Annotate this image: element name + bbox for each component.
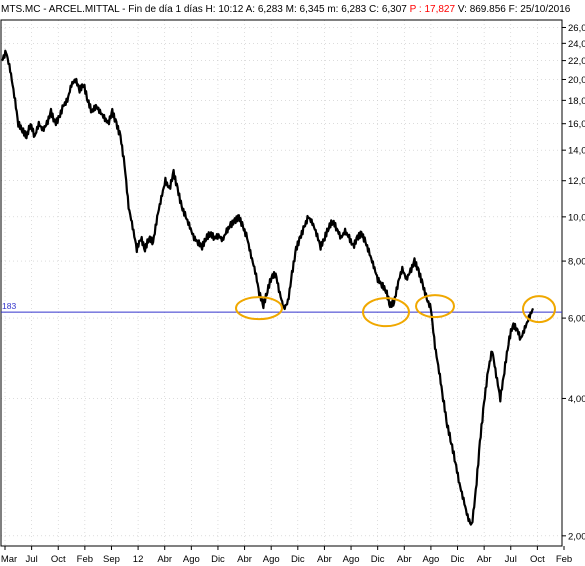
header-mm-label: m: xyxy=(325,4,342,15)
x-tick-label: Ago xyxy=(422,554,439,565)
header-sep2: - xyxy=(119,4,128,15)
y-tick-label: 12,00 xyxy=(568,176,585,187)
y-tick-label: 24,00 xyxy=(568,39,585,50)
x-tick-label: Dic xyxy=(211,554,225,565)
y-tick-label: 16,00 xyxy=(568,119,585,130)
header-f-value: 25/10/2016 xyxy=(520,4,570,15)
header-h-value: 10:12 xyxy=(218,4,243,15)
x-tick-label: 12 xyxy=(133,554,144,565)
x-tick-label: Sep xyxy=(103,554,120,565)
highlight-circle xyxy=(415,294,455,319)
x-tick-label: Feb xyxy=(77,554,93,565)
header-f-label: F: xyxy=(506,4,520,15)
highlight-circle xyxy=(235,296,283,321)
header-h-label: H: xyxy=(203,4,219,15)
x-tick-label: Dic xyxy=(451,554,465,565)
x-tick-label: Abr xyxy=(237,554,252,565)
header-name: ARCEL.MITTAL xyxy=(49,4,120,15)
header-p-value: 17,827 xyxy=(424,4,455,15)
x-tick-label: Dic xyxy=(371,554,385,565)
y-tick-label: 14,00 xyxy=(568,146,585,157)
header-m-label: M: xyxy=(283,4,300,15)
x-tick-label: Ago xyxy=(343,554,360,565)
y-axis: 26,00 24,00 22,00 20,00 18,00 16,00 14,00 12,00… xyxy=(562,23,585,542)
header-symbol: MTS.MC xyxy=(1,4,40,15)
header-a-label: A: xyxy=(243,4,257,15)
highlight-circles xyxy=(235,294,556,328)
y-tick-label: 4,00 xyxy=(568,394,585,405)
x-tick-label: Abr xyxy=(477,554,492,565)
x-tick-label: Abr xyxy=(397,554,412,565)
x-tick-label: Abr xyxy=(317,554,332,565)
price-line xyxy=(1,49,535,526)
x-tick-label: Ago xyxy=(263,554,280,565)
x-tick-label: Oct xyxy=(51,554,66,565)
x-tick-label: Jul xyxy=(26,554,38,565)
header-mm-value: 6,283 xyxy=(341,4,366,15)
x-tick-label: Ago xyxy=(183,554,200,565)
reference-line-label: 183 xyxy=(2,301,16,311)
y-tick-label: 26,00 xyxy=(568,23,585,34)
y-tick-label: 22,00 xyxy=(568,56,585,67)
header-period: Fin de día 1 días xyxy=(128,4,203,15)
y-tick-label: 20,00 xyxy=(568,75,585,86)
x-tick-label: Mar xyxy=(1,554,17,565)
y-tick-label: 2,00 xyxy=(568,531,585,542)
grid-lines xyxy=(1,20,562,546)
header-c-label: C: xyxy=(366,4,382,15)
highlight-circle xyxy=(522,295,556,324)
x-tick-label: Feb xyxy=(556,554,572,565)
x-tick-label: Dic xyxy=(291,554,305,565)
header-p-label: P : xyxy=(407,4,425,15)
header-c-value: 6,307 xyxy=(382,4,407,15)
chart-header: MTS.MC - ARCEL.MITTAL - Fin de día 1 día… xyxy=(1,4,571,15)
x-tick-label: Abr xyxy=(157,554,172,565)
header-a-value: 6,283 xyxy=(258,4,283,15)
highlight-circle xyxy=(362,297,410,328)
x-tick-label: Jul xyxy=(505,554,517,565)
x-tick-label: Oct xyxy=(530,554,545,565)
header-m-value: 6,345 xyxy=(300,4,325,15)
y-tick-label: 6,00 xyxy=(568,314,585,325)
y-tick-label: 8,00 xyxy=(568,257,585,268)
y-tick-label: 18,00 xyxy=(568,96,585,107)
y-tick-label: 10,00 xyxy=(568,212,585,223)
x-axis: Mar Jul Oct Feb Sep 12 Abr Ago Dic Abr Ago Dic Abr Ag… xyxy=(1,546,572,565)
header-sep1: - xyxy=(40,4,48,15)
header-v-label: V: xyxy=(455,4,470,15)
plot-frame xyxy=(0,19,563,547)
header-v-value: 869.856 xyxy=(470,4,507,15)
